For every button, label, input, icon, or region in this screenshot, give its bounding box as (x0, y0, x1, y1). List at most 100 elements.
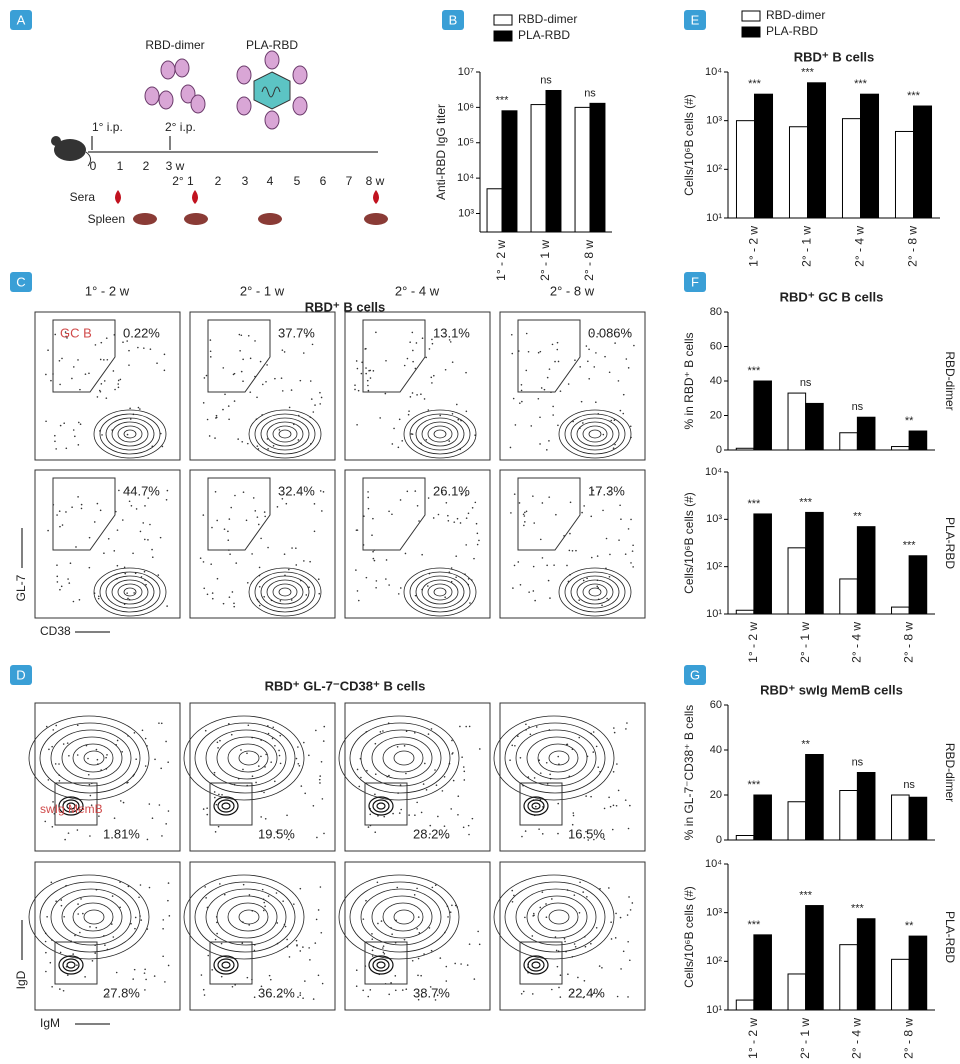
event-dot (267, 895, 270, 897)
event-dot (596, 585, 599, 588)
significance: ns (852, 756, 864, 768)
gate (362, 319, 426, 393)
event-dot (625, 728, 627, 730)
event-dot (369, 813, 372, 816)
bar (735, 609, 755, 615)
event-dot (69, 562, 72, 564)
event-dot (257, 523, 260, 526)
event-dot (572, 814, 575, 817)
event-dot (322, 491, 325, 493)
event-dot (355, 360, 358, 362)
event-dot (68, 582, 71, 584)
event-dot (614, 937, 617, 939)
bar (908, 935, 928, 1011)
event-dot (231, 591, 234, 593)
event-dot (323, 725, 326, 728)
event-dot (611, 828, 614, 831)
gate (519, 941, 563, 985)
event-dot (142, 522, 145, 524)
event-dot (388, 993, 390, 996)
event-dot (127, 489, 130, 492)
event-dot (532, 590, 535, 592)
y-tick-label: 10⁵ (457, 137, 474, 149)
bar (860, 93, 880, 219)
event-dot (65, 447, 68, 450)
event-dot (245, 519, 248, 522)
event-dot (473, 557, 475, 560)
event-dot (428, 927, 431, 929)
bar (787, 547, 807, 615)
gate-percent: 16.5% (568, 826, 605, 841)
event-dot (297, 746, 299, 748)
label: RBD-dimer (145, 38, 204, 52)
spleen-icons (133, 213, 388, 225)
event-dot (239, 349, 241, 352)
event-dot (613, 731, 616, 734)
contour (93, 409, 167, 459)
event-dot (619, 409, 622, 412)
event-dot (304, 792, 306, 795)
event-dot (59, 525, 61, 528)
event-dot (411, 392, 414, 394)
event-dot (357, 389, 360, 392)
event-dot (216, 932, 218, 935)
event-dot (296, 944, 298, 947)
event-dot (608, 491, 610, 493)
event-dot (312, 998, 315, 1000)
event-dot (391, 933, 393, 936)
y-axis-label: % in GL-7⁻CD38⁺ B cells (682, 705, 696, 840)
event-dot (147, 497, 150, 499)
contour (371, 736, 433, 780)
event-dot (129, 407, 131, 410)
significance: *** (907, 90, 921, 102)
event-dot (67, 832, 70, 834)
event-dot (586, 896, 588, 898)
event-dot (167, 810, 170, 812)
event-dot (414, 367, 417, 370)
contour (515, 888, 597, 946)
event-dot (592, 751, 595, 753)
panel-letter: F (691, 274, 699, 289)
significance: ** (801, 738, 810, 750)
event-dot (356, 423, 358, 426)
event-dot (76, 754, 79, 756)
event-dot (295, 547, 297, 549)
event-dot (398, 418, 401, 421)
event-dot (591, 332, 593, 334)
event-dot (103, 552, 105, 554)
event-dot (450, 567, 453, 569)
event-dot (224, 393, 226, 396)
timeline-label: 6 (320, 174, 327, 188)
contour (221, 802, 231, 810)
event-dot (632, 544, 634, 547)
y-tick-label: 10⁷ (458, 66, 474, 78)
event-dot (606, 597, 608, 600)
event-dot (216, 577, 219, 580)
event-dot (372, 557, 375, 560)
gate-percent: 38.7% (413, 985, 450, 1000)
event-dot (460, 492, 463, 495)
event-dot (539, 350, 542, 353)
event-dot (393, 427, 395, 430)
event-dot (357, 599, 360, 602)
event-dot (420, 393, 422, 396)
event-dot (471, 817, 474, 820)
event-dot (135, 758, 137, 761)
row-label: Sera (70, 190, 96, 204)
bar (856, 772, 876, 841)
event-dot (246, 976, 249, 979)
event-dot (583, 505, 585, 507)
event-dot (445, 980, 448, 982)
event-dot (551, 988, 553, 991)
event-dot (302, 352, 305, 354)
event-dot (431, 338, 433, 341)
event-dot (511, 900, 514, 903)
contour (266, 421, 304, 447)
contour (99, 413, 161, 455)
event-dot (478, 539, 480, 542)
contour (117, 583, 143, 601)
event-dot (105, 756, 107, 759)
event-dot (559, 974, 562, 977)
timeline-label: 7 (346, 174, 353, 188)
event-dot (266, 364, 268, 366)
